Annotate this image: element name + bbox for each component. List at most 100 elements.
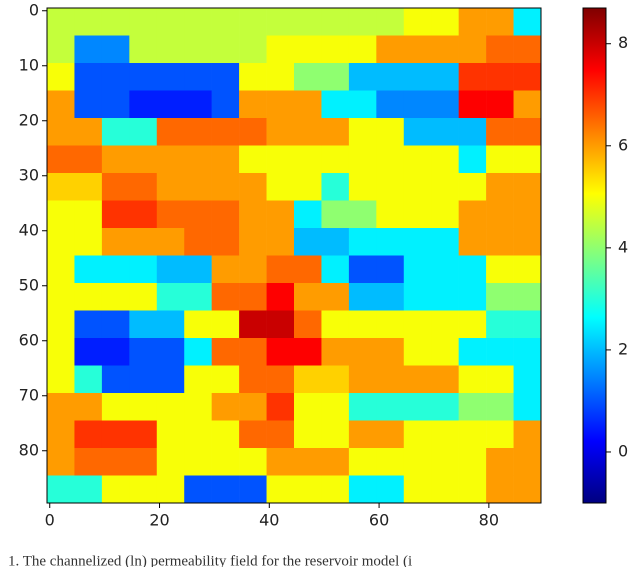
heatmap-cell [101,255,130,284]
heatmap-cell [431,255,459,284]
y-tick-label: 20 [19,110,39,129]
heatmap-cell [403,8,432,36]
heatmap-cell [348,90,377,119]
heatmap-cell [403,228,432,256]
heatmap-cell [294,283,322,311]
heatmap-cell [129,283,158,311]
heatmap-cell [458,173,487,201]
heatmap-cell [101,365,130,394]
heatmap-cell [47,200,75,229]
x-tick-label: 60 [369,511,389,530]
heatmap-cell [513,8,542,36]
heatmap-cell [513,200,542,229]
heatmap-cell [458,8,487,36]
heatmap-cell [101,393,130,421]
heatmap-cell [376,200,405,229]
heatmap-cell [403,338,432,366]
heatmap-cell [47,255,75,284]
heatmap-cell [294,338,322,366]
heatmap-cell [156,393,185,421]
heatmap-cell [376,255,405,284]
heatmap-cell [101,35,130,64]
heatmap-cell [211,228,240,256]
heatmap-cell [47,283,75,311]
heatmap-cell [431,173,459,201]
heatmap-cell [239,228,267,256]
heatmap-cell [239,255,267,284]
heatmap-cell [348,35,377,64]
heatmap-cell [348,420,377,449]
heatmap-cell [431,35,459,64]
heatmap-cell [266,63,295,91]
heatmap-cell [184,475,212,504]
heatmap-cell [156,255,185,284]
heatmap-cell [376,90,405,119]
heatmap-cell [211,255,240,284]
heatmap-cell [403,63,432,91]
heatmap-cell [129,448,158,476]
heatmap-cell [486,63,514,91]
heatmap-cell [486,448,514,476]
heatmap-cell [403,255,432,284]
heatmap-cell [129,228,158,256]
heatmap-cell [348,475,377,504]
heatmap-cell [47,118,75,146]
heatmap-cell [431,118,459,146]
heatmap-cell [239,365,267,394]
heatmap-cell [239,475,267,504]
heatmap-cell [403,35,432,64]
heatmap-cell [74,475,103,504]
heatmap-cell [513,310,542,339]
heatmap-cell [211,365,240,394]
heatmap-cell [129,365,158,394]
heatmap-cell [184,393,212,421]
plot-frame [46,7,542,504]
heatmap-cell [458,118,487,146]
heatmap-cell [266,8,295,36]
heatmap-cell [184,118,212,146]
heatmap-cell [294,448,322,476]
heatmap-cell [129,255,158,284]
heatmap-cell [294,35,322,64]
heatmap-cell [101,63,130,91]
heatmap-cell [294,145,322,174]
heatmap-cell [211,63,240,91]
heatmap-cell [184,338,212,366]
heatmap-cell [156,475,185,504]
heatmap-cell [458,338,487,366]
heatmap-cell [47,393,75,421]
heatmap-cell [348,200,377,229]
heatmap-cell [239,145,267,174]
heatmap-cell [294,393,322,421]
heatmap-cell [486,8,514,36]
heatmap-cell [211,145,240,174]
heatmap-cell [101,338,130,366]
heatmap-cell [74,448,103,476]
heatmap-cell [156,90,185,119]
heatmap-cell [513,63,542,91]
heatmap-cell [239,338,267,366]
heatmap-cell [458,475,487,504]
heatmap-cell [294,200,322,229]
heatmap-cell [239,200,267,229]
heatmap-cell [486,393,514,421]
heatmap-cell [156,118,185,146]
heatmap-cell [348,448,377,476]
heatmap-cell [403,90,432,119]
heatmap-cell [239,420,267,449]
heatmap-cell [513,338,542,366]
heatmap-cell [376,173,405,201]
heatmap-cell [74,365,103,394]
heatmap-cell [513,118,542,146]
heatmap-cell [348,145,377,174]
heatmap-cell [239,310,267,339]
heatmap-cell [321,35,350,64]
heatmap-cell [129,338,158,366]
heatmap-cell [129,35,158,64]
heatmap-cell [47,8,75,36]
heatmap-cell [321,90,350,119]
heatmap-cell [376,283,405,311]
heatmap-cell [184,200,212,229]
heatmap-cell [431,228,459,256]
heatmap-cell [376,475,405,504]
